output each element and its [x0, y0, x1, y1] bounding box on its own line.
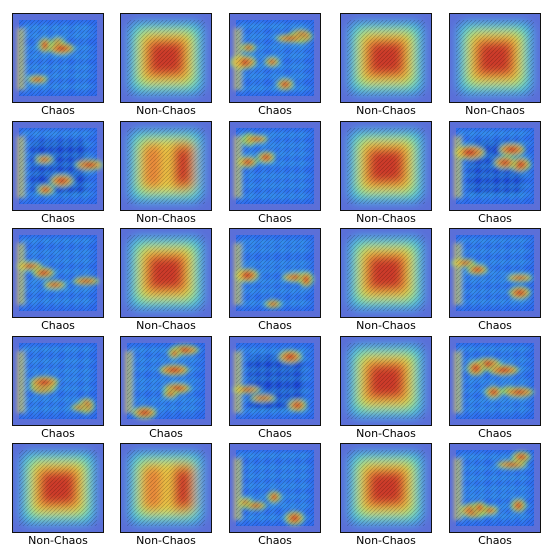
heatmap-caption: Chaos	[478, 319, 512, 332]
heatmap-image	[120, 336, 212, 426]
heatmap-cell: Non-Chaos	[449, 13, 541, 119]
heatmap-cell: Chaos	[229, 13, 321, 119]
heatmap-cell: Non-Chaos	[120, 121, 212, 227]
heatmap-caption: Non-Chaos	[356, 319, 416, 332]
heatmap-caption: Chaos	[478, 534, 512, 547]
heatmap-image	[449, 336, 541, 426]
heatmap-caption: Chaos	[258, 104, 292, 117]
heatmap-cell: Non-Chaos	[340, 121, 432, 227]
heatmap-cell: Non-Chaos	[120, 13, 212, 119]
heatmap-caption: Chaos	[478, 212, 512, 225]
heatmap-cell: Chaos	[12, 336, 104, 442]
heatmap-image	[120, 121, 212, 211]
heatmap-cell: Chaos	[449, 121, 541, 227]
heatmap-cell: Non-Chaos	[120, 443, 212, 549]
heatmap-caption: Chaos	[258, 319, 292, 332]
heatmap-caption: Non-Chaos	[356, 427, 416, 440]
heatmap-image	[340, 13, 432, 103]
heatmap-image	[229, 443, 321, 533]
heatmap-image	[120, 443, 212, 533]
heatmap-image	[12, 336, 104, 426]
heatmap-cell: Non-Chaos	[12, 443, 104, 549]
heatmap-cell: Non-Chaos	[340, 336, 432, 442]
heatmap-image	[229, 336, 321, 426]
heatmap-cell: Chaos	[12, 121, 104, 227]
heatmap-image	[449, 443, 541, 533]
heatmap-image	[340, 121, 432, 211]
heatmap-image	[12, 228, 104, 318]
heatmap-caption: Non-Chaos	[356, 534, 416, 547]
heatmap-image	[12, 121, 104, 211]
heatmap-image	[340, 228, 432, 318]
heatmap-image	[229, 228, 321, 318]
heatmap-image	[449, 121, 541, 211]
heatmap-image	[120, 13, 212, 103]
heatmap-image	[12, 13, 104, 103]
heatmap-image	[340, 336, 432, 426]
heatmap-caption: Chaos	[258, 534, 292, 547]
heatmap-cell: Chaos	[120, 336, 212, 442]
heatmap-caption: Non-Chaos	[356, 104, 416, 117]
heatmap-cell: Non-Chaos	[340, 443, 432, 549]
heatmap-caption: Non-Chaos	[356, 212, 416, 225]
heatmap-image	[12, 443, 104, 533]
heatmap-caption: Chaos	[149, 427, 183, 440]
heatmap-cell: Chaos	[229, 121, 321, 227]
heatmap-cell: Chaos	[12, 228, 104, 334]
heatmap-caption: Chaos	[41, 427, 75, 440]
heatmap-caption: Chaos	[478, 427, 512, 440]
heatmap-cell: Chaos	[12, 13, 104, 119]
heatmap-caption: Chaos	[258, 212, 292, 225]
heatmap-caption: Chaos	[41, 212, 75, 225]
heatmap-caption: Non-Chaos	[28, 534, 88, 547]
heatmap-caption: Non-Chaos	[136, 534, 196, 547]
heatmap-cell: Non-Chaos	[340, 13, 432, 119]
heatmap-cell: Chaos	[229, 336, 321, 442]
heatmap-cell: Chaos	[449, 443, 541, 549]
heatmap-caption: Chaos	[41, 319, 75, 332]
heatmap-caption: Non-Chaos	[136, 212, 196, 225]
heatmap-caption: Non-Chaos	[465, 104, 525, 117]
heatmap-caption: Chaos	[41, 104, 75, 117]
heatmap-image	[229, 121, 321, 211]
heatmap-cell: Chaos	[449, 336, 541, 442]
heatmap-image	[449, 13, 541, 103]
heatmap-caption: Chaos	[258, 427, 292, 440]
heatmap-cell: Chaos	[449, 228, 541, 334]
heatmap-image	[229, 13, 321, 103]
heatmap-cell: Chaos	[229, 443, 321, 549]
heatmap-image	[340, 443, 432, 533]
heatmap-cell: Non-Chaos	[340, 228, 432, 334]
heatmap-cell: Chaos	[229, 228, 321, 334]
heatmap-image	[120, 228, 212, 318]
heatmap-image	[449, 228, 541, 318]
heatmap-caption: Non-Chaos	[136, 319, 196, 332]
heatmap-caption: Non-Chaos	[136, 104, 196, 117]
heatmap-cell: Non-Chaos	[120, 228, 212, 334]
